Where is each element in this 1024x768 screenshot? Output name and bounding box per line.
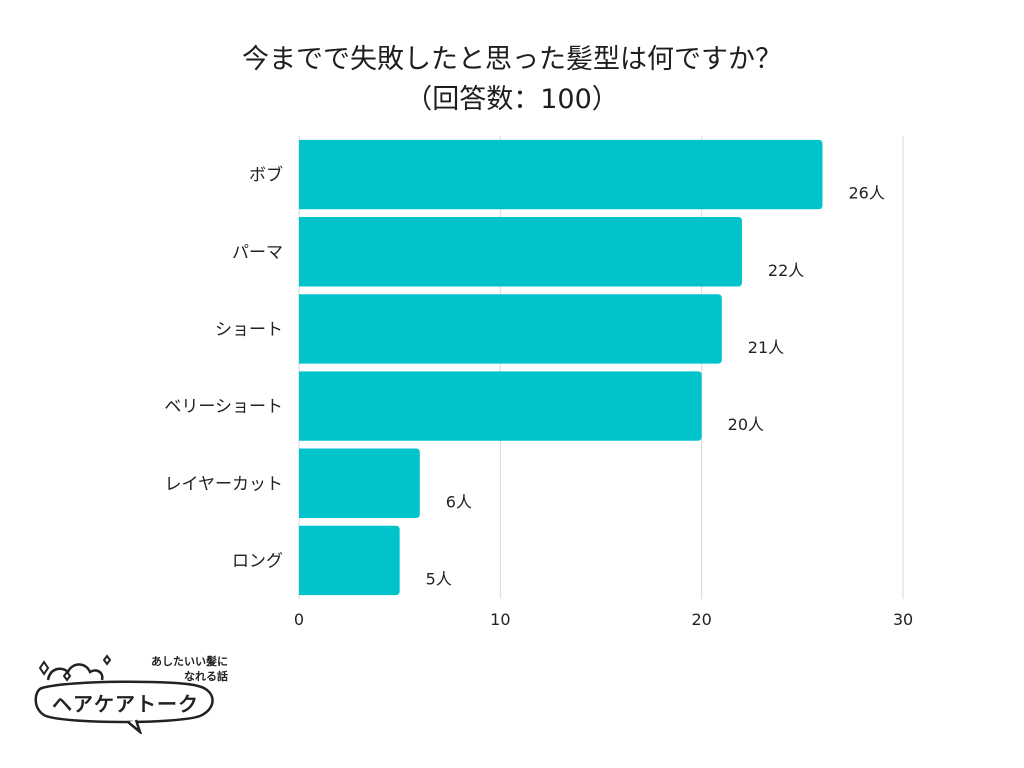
bar-2 — [299, 294, 722, 364]
chart-title: 今までで失敗したと思った髪型は何ですか？ — [242, 44, 782, 75]
bar-4 — [299, 448, 420, 518]
value-label-2: 21人 — [748, 338, 784, 357]
bar-3 — [299, 371, 702, 441]
category-label-2: ショート — [215, 320, 283, 340]
logo-name: ヘアケアトーク — [52, 692, 199, 716]
value-label-0: 26人 — [848, 184, 884, 203]
bar-5 — [299, 525, 400, 596]
bar-1 — [299, 217, 742, 287]
logo-tagline: あしたいい髪に なれる話 — [116, 654, 228, 684]
logo-tagline-line1: あしたいい髪に — [151, 655, 228, 668]
value-label-1: 22人 — [768, 261, 804, 280]
category-label-1: パーマ — [232, 243, 283, 263]
value-label-3: 20人 — [728, 415, 764, 434]
hair-care-talk-logo: あしたいい髪に なれる話 ヘアケアトーク — [28, 650, 228, 734]
chart-subtitle: （回答数：100） — [405, 84, 619, 115]
bar-0 — [299, 139, 823, 210]
speech-bubble-icon — [34, 654, 214, 734]
category-label-0: ボブ — [249, 165, 283, 186]
x-tick-label-20: 20 — [691, 610, 711, 629]
x-tick-label-30: 30 — [893, 610, 913, 629]
category-label-3: ベリーショート — [164, 397, 283, 417]
category-label-5: ロング — [232, 551, 283, 571]
x-tick-label-10: 10 — [490, 610, 510, 629]
value-label-5: 5人 — [426, 569, 452, 588]
category-label-4: レイヤーカット — [165, 474, 284, 494]
x-tick-label-0: 0 — [294, 610, 304, 629]
chart-title-block: 今までで失敗したと思った髪型は何ですか？ （回答数：100） — [0, 40, 1024, 120]
value-label-4: 6人 — [446, 492, 472, 511]
logo-tagline-line2: なれる話 — [184, 670, 228, 683]
